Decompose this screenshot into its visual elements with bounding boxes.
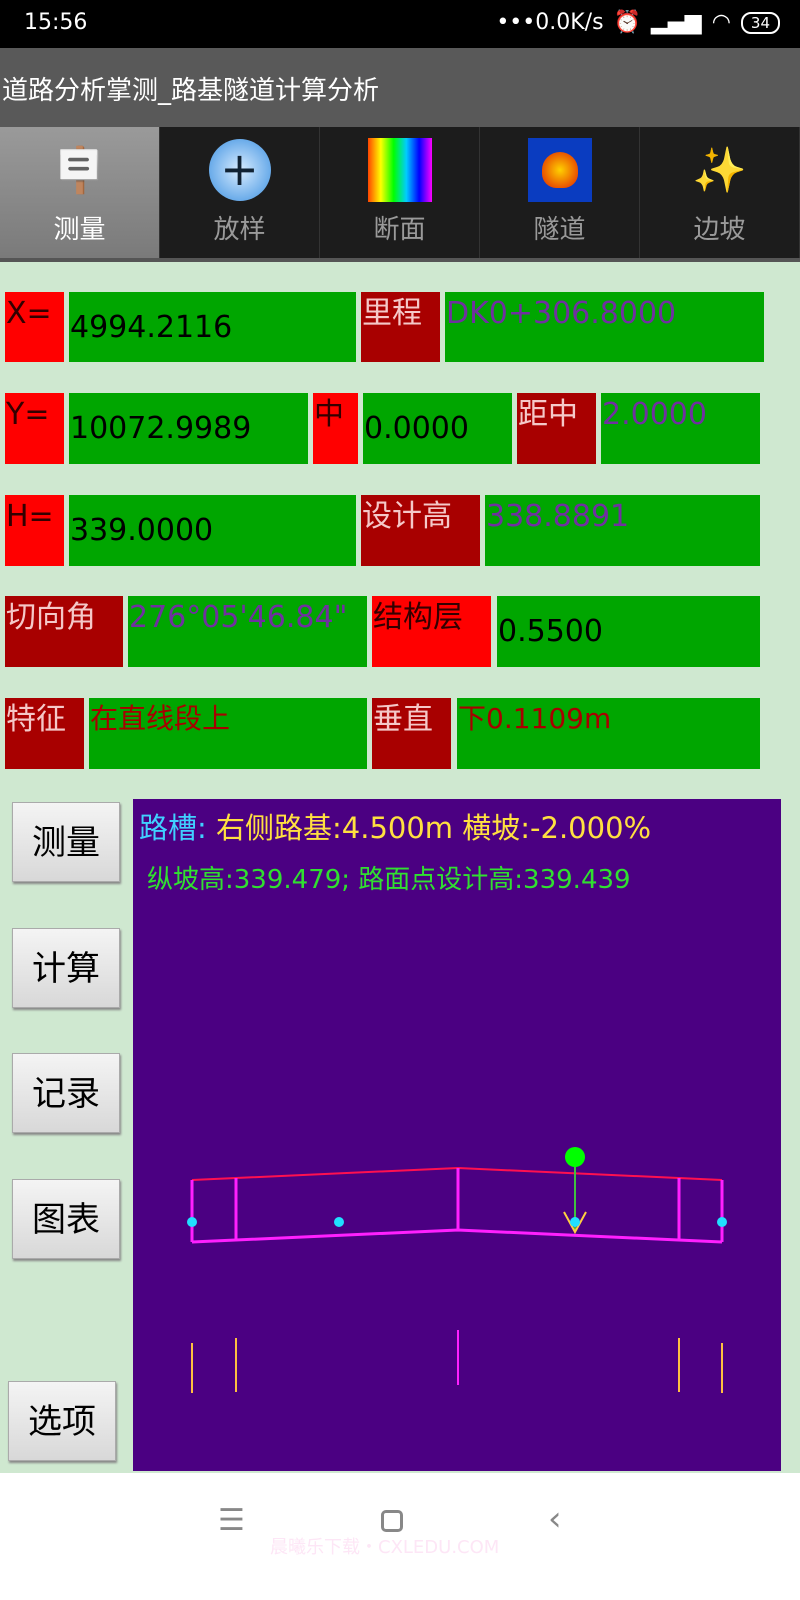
tab-bar: 🪧 测量 + 放样 断面 隧道 ✨ 边坡: [0, 127, 800, 262]
mileage-label: 里程: [361, 292, 440, 362]
h-label: H=: [5, 495, 64, 566]
shell-icon: [527, 137, 593, 203]
color-grid-icon: [367, 137, 433, 203]
tab-stakeout[interactable]: + 放样: [160, 127, 320, 258]
feature-label: 特征: [5, 698, 84, 769]
layer-value: 0.5500: [497, 596, 760, 667]
mileage-value: DK0+306.8000: [445, 292, 764, 362]
canvas-line1: 右侧路基:4.500m 横坡:-2.000%: [216, 811, 652, 845]
status-bar: 15:56 •••0.0K/s ⏰ ▂▄▆ ◠ 34: [0, 0, 800, 48]
design-height-label: 设计高: [361, 495, 480, 566]
tab-measure[interactable]: 🪧 测量: [0, 127, 160, 258]
canvas-line2: 纵坡高:339.479; 路面点设计高:339.439: [147, 865, 631, 895]
cyan-points: [187, 1217, 727, 1227]
h-value: 339.0000: [69, 495, 356, 566]
section-verticals: [190, 1168, 724, 1242]
chart-button[interactable]: 图表: [12, 1179, 120, 1259]
cross-section-drawing: [187, 1147, 727, 1393]
signpost-icon: 🪧: [52, 145, 107, 196]
back-icon[interactable]: ‹: [548, 1499, 562, 1539]
tangent-angle-value: 276°05'46.84": [128, 596, 367, 667]
navigation-bar: ☰ ‹ 晨曦乐下载・CXLEDU.COM: [0, 1473, 800, 1600]
x-label: X=: [5, 292, 64, 362]
ground-ticks: [191, 1330, 723, 1393]
plus-circle-icon: +: [207, 137, 273, 203]
subgrade-line: [191, 1228, 723, 1244]
network-speed: •••0.0K/s: [496, 10, 604, 35]
offset-value: 2.0000: [601, 393, 760, 464]
vertical-label: 垂直: [372, 698, 451, 769]
y-value: 10072.9989: [69, 393, 308, 464]
signal-icon: ▂▄▆: [650, 10, 702, 35]
offset-label: 距中: [517, 393, 596, 464]
record-button[interactable]: 记录: [12, 1053, 120, 1133]
tab-tunnel[interactable]: 隧道: [480, 127, 640, 258]
layer-label: 结构层: [372, 596, 491, 667]
battery-icon: 34: [740, 11, 780, 34]
wifi-icon: ◠: [711, 10, 731, 35]
center-value: 0.0000: [363, 393, 512, 464]
tangent-angle-label: 切向角: [5, 596, 123, 667]
design-height-value: 338.8891: [485, 495, 760, 566]
tab-label: 放样: [213, 215, 266, 245]
app-title: 道路分析掌测_路基隧道计算分析: [0, 48, 800, 127]
canvas-prefix: 路槽:: [139, 811, 207, 845]
menu-icon[interactable]: ☰: [218, 1503, 245, 1538]
measure-button[interactable]: 测量: [12, 802, 120, 882]
tab-label: 隧道: [533, 215, 586, 245]
vertical-value: 下0.1109m: [457, 698, 760, 769]
clock: 15:56: [24, 10, 88, 35]
alarm-icon: ⏰: [613, 10, 641, 35]
tab-label: 断面: [373, 215, 426, 245]
home-icon[interactable]: [381, 1510, 403, 1532]
tab-label: 测量: [53, 215, 106, 245]
tab-slope[interactable]: ✨ 边坡: [640, 127, 800, 258]
cross-section-canvas[interactable]: 路槽: 右侧路基:4.500m 横坡:-2.000% 纵坡高:339.479; …: [133, 799, 781, 1471]
arrow-head-icon: [563, 1211, 587, 1235]
watermark: 晨曦乐下载・CXLEDU.COM: [270, 1537, 500, 1558]
magic-wand-icon: ✨: [692, 145, 747, 196]
y-label: Y=: [5, 393, 64, 464]
tab-label: 边坡: [693, 215, 746, 245]
x-value: 4994.2116: [69, 292, 356, 362]
measured-point: [565, 1147, 585, 1167]
calculate-button[interactable]: 计算: [12, 928, 120, 1008]
center-label: 中: [313, 393, 358, 464]
tab-section[interactable]: 断面: [320, 127, 480, 258]
options-button[interactable]: 选项: [8, 1381, 116, 1461]
feature-value: 在直线段上: [89, 698, 367, 769]
